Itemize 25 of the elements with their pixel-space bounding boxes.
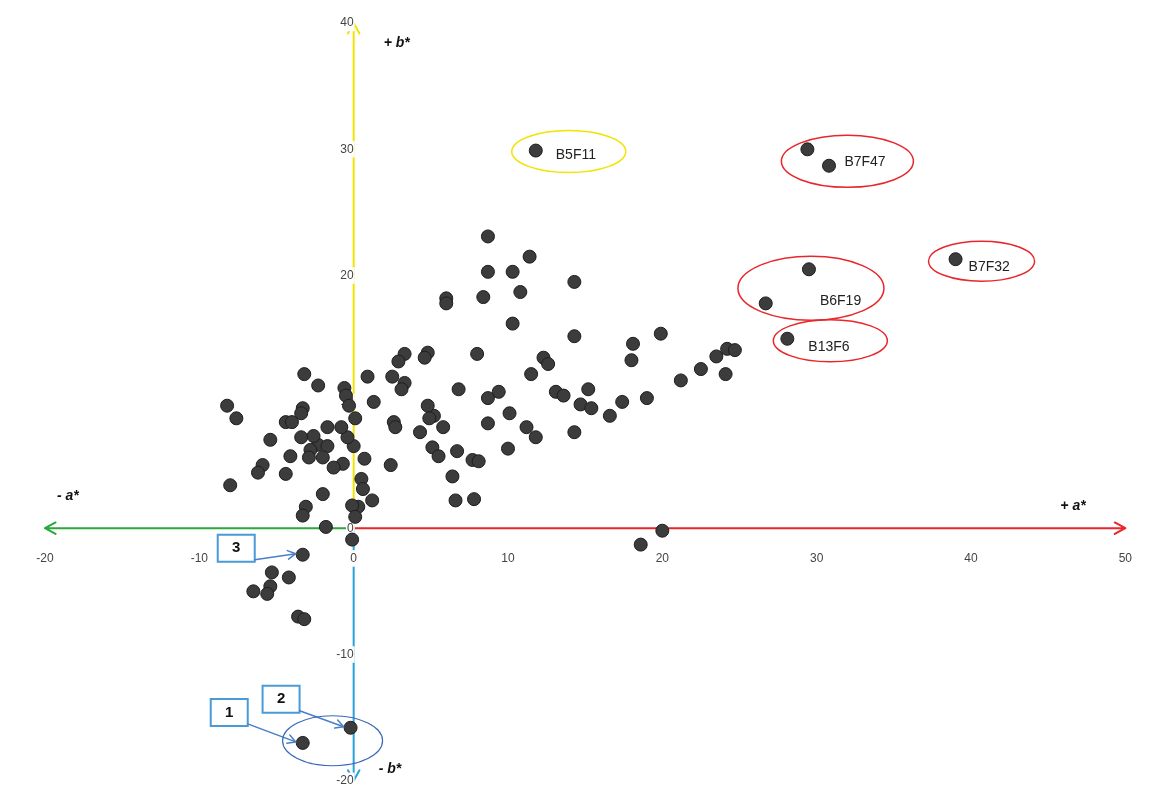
x-tick-label: 50 xyxy=(1118,550,1133,565)
y-tick-label: 30 xyxy=(340,141,354,156)
annotation: B7F32 xyxy=(968,258,1011,275)
annotation: B6F19 xyxy=(819,292,862,309)
y-axis-title: + b* xyxy=(383,33,411,50)
annotation: 2 xyxy=(276,689,286,707)
y-tick-label: -20 xyxy=(336,773,354,788)
x-tick-label: -10 xyxy=(190,550,209,565)
x-tick-label: 20 xyxy=(655,550,670,565)
annotation: - b* xyxy=(378,759,402,776)
x-tick-label: -20 xyxy=(36,550,54,565)
annotation: 3 xyxy=(232,538,241,556)
annotation: B7F47 xyxy=(844,153,886,170)
y-tick-label: 20 xyxy=(340,267,354,282)
annotation: B5F11 xyxy=(555,146,597,163)
y-tick-label: 0 xyxy=(346,520,354,535)
x-tick-label: 30 xyxy=(809,550,824,565)
y-tick-label: -10 xyxy=(336,646,354,661)
x-axis-title: + a* xyxy=(1060,497,1087,514)
x-tick-label: 40 xyxy=(964,550,978,565)
x-tick-label: 10 xyxy=(501,550,515,565)
annotation: 1 xyxy=(225,702,234,720)
annotation: B13F6 xyxy=(808,337,850,354)
annotation: - a* xyxy=(57,487,80,504)
y-tick-label: 40 xyxy=(340,15,354,30)
